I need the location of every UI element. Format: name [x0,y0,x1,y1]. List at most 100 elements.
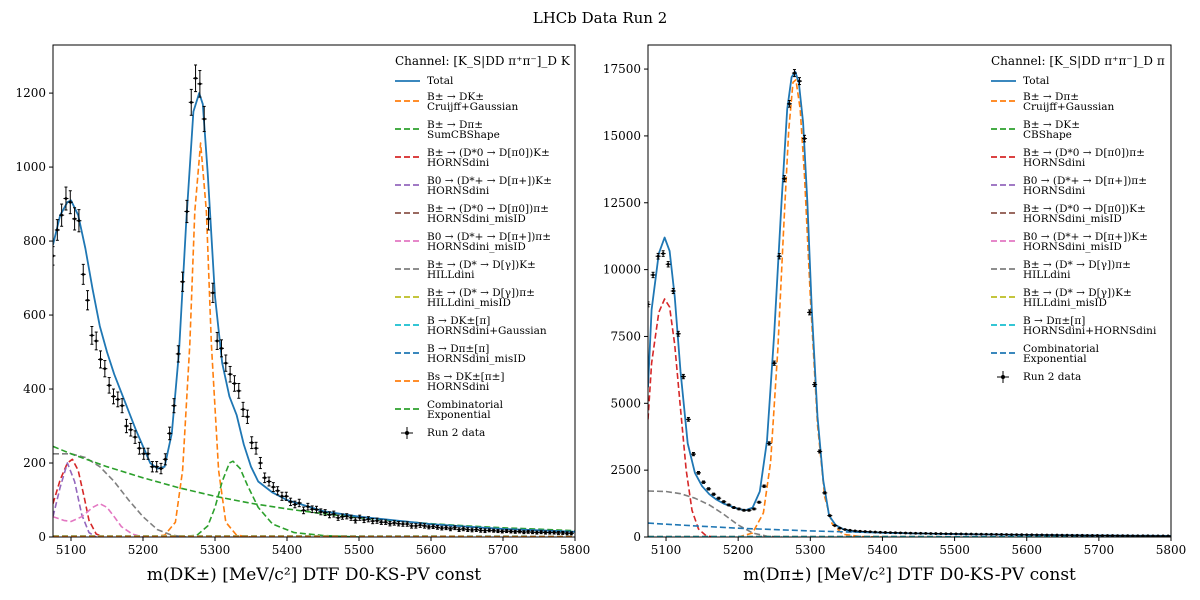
data-point [903,531,909,535]
data-point [85,290,91,311]
data-point [1165,534,1171,537]
data-point [365,516,371,523]
data-point [249,436,255,450]
y-tick-label: 400 [23,382,46,396]
data-point-marker [686,417,690,421]
legend-label: Total [1023,75,1050,87]
data-point [171,398,177,414]
legend-sublabel: HILLdini [427,269,475,281]
data-point-marker [509,530,513,533]
data-point-marker [979,532,983,536]
data-point [862,530,868,533]
data-point-marker [823,491,827,495]
data-point [867,530,873,534]
data-point-marker [427,525,431,529]
data-point [534,530,540,535]
data-point [695,470,701,475]
data-point-marker [90,333,94,337]
data-point [469,527,475,533]
data-point-marker [914,531,918,535]
data-point-marker [345,514,349,518]
data-point [275,486,281,496]
data-point-marker [919,531,923,535]
legend-sublabel: HORNSdini [427,157,490,169]
data-point-marker [1015,533,1019,537]
data-point [262,472,268,484]
data-point [154,461,160,473]
legend-item: B0 → (D*+ → D[π+])K±HORNSdini [395,175,552,197]
data-point [383,519,389,525]
axes-frame [52,44,576,538]
data-point-marker [1106,534,1109,537]
data-point-marker [388,522,392,526]
data-point [665,261,671,268]
data-point [452,525,458,531]
data-point-marker [384,520,388,524]
data-point-marker [371,519,375,523]
data-point-marker [77,219,81,223]
data-point-marker [883,531,887,534]
data-point-marker [354,518,357,522]
data-point-marker [798,79,801,83]
data-point [357,514,363,521]
legend-item: B± → Dπ±Cruijff+Gaussian [991,91,1114,113]
legend-item: B0 → (D*+ → D[π+])π±HORNSdini_misID [395,231,551,253]
data-point [396,520,402,527]
data-point [201,105,207,133]
data-point [184,199,190,224]
y-tick-label: 600 [23,308,46,322]
data-point [344,513,350,520]
data-point-marker [1136,534,1140,537]
data-point [460,526,466,532]
data-point-marker [207,217,210,221]
data-point-marker [858,529,862,533]
legend-label: Bs → DK±[π±] [427,371,505,383]
legend-item: B → Dπ±[π]HORNSdini+HORNSdini [991,315,1157,337]
data-point-marker [671,289,675,293]
y-tick-label: 200 [23,456,46,470]
y-tick-label: 7500 [610,329,641,343]
data-point-marker [787,102,791,106]
data-point-marker [466,528,470,532]
data-point-marker [155,465,159,469]
data-point-marker [894,531,897,535]
data-point [456,527,462,532]
data-point-marker [1035,533,1039,537]
data-point-marker [868,530,872,534]
chart-panel-right: 5100 5200 5300 5400 5500 5600 5700 5800 0 2500 500… [603,44,1186,585]
data-point-marker [954,532,958,536]
data-point [193,64,199,93]
data-point [988,532,994,536]
legend-sublabel: HORNSdini+HORNSdini [1023,325,1157,337]
legend-label: Run 2 data [427,427,485,439]
data-point-marker [397,522,400,526]
data-point-marker [336,516,340,520]
legend-item: Run 2 data [997,371,1081,383]
data-point [266,476,272,487]
data-point [655,252,661,260]
data-point [525,529,531,534]
data-point-marker [949,532,953,536]
data-point [478,527,484,533]
figure-title: LHCb Data Run 2 [532,9,668,27]
legend-label: B → Dπ±[π] [427,343,489,355]
data-point [1135,534,1141,537]
data-point [115,391,121,408]
data-point-marker [341,515,344,519]
legend-sublabel: SumCBShape [427,129,500,141]
data-point [726,503,732,507]
data-point [240,401,246,417]
data-point-marker [848,528,852,532]
data-point-marker [462,527,465,531]
legend-label: B± → (D* → D[γ])π± [427,287,535,299]
data-point-marker [676,332,680,336]
data-point-marker [712,492,716,496]
data-point-marker [228,372,232,376]
x-tick-label: 5400 [272,543,303,557]
legend-title: Channel: [K_S|DD π⁺π⁻]_D K [395,54,571,68]
data-point-marker [483,529,487,533]
data-point [426,524,432,530]
data-point-marker [349,516,353,520]
data-point-marker [366,517,370,521]
data-point [837,526,843,530]
